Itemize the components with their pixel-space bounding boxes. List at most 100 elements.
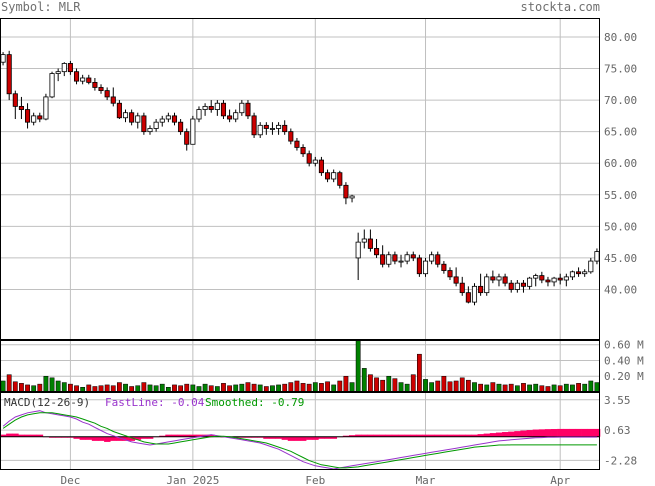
candle-body	[410, 254, 416, 259]
volume-bar	[404, 383, 410, 393]
price-y-tick-label: 40.00	[604, 283, 637, 296]
volume-panel: 0.60 M 0.40 M 0.20 M	[0, 339, 644, 393]
x-tick-label: Feb	[305, 474, 325, 486]
macd-hist-bar	[483, 433, 491, 437]
candle-body	[441, 263, 447, 271]
macd-hist-bar	[355, 434, 362, 437]
candle-body	[178, 121, 184, 133]
volume-bar	[496, 383, 502, 393]
macd-hist-bar	[508, 431, 515, 437]
volume-bar	[416, 353, 422, 393]
candle-body	[276, 124, 282, 129]
macd-hist-bar	[361, 434, 368, 437]
volume-bar	[37, 383, 43, 393]
volume-bar	[337, 380, 343, 393]
candle-body	[190, 118, 196, 145]
macd-hist-bar	[373, 434, 380, 437]
brand-label[interactable]: stockta.com	[520, 0, 600, 14]
macd-hist-bar	[538, 429, 546, 437]
volume-bar	[502, 384, 508, 393]
macd-hist-bar	[593, 428, 601, 437]
volume-bar	[49, 377, 55, 393]
candle-body	[514, 282, 520, 290]
macd-hist-bar	[563, 428, 570, 437]
macd-hist-bar	[391, 434, 399, 437]
volume-bar	[294, 380, 300, 393]
volume-bar	[276, 384, 281, 393]
candle-body	[116, 102, 122, 119]
volume-bar	[288, 382, 294, 393]
candle-body	[165, 115, 171, 120]
volume-bar	[19, 383, 24, 393]
candle-body	[337, 172, 343, 186]
volume-y-tick-label: 0.40 M	[604, 354, 644, 367]
price-y-tick-label: 60.00	[604, 157, 637, 170]
candle-body	[43, 96, 49, 120]
candle-body	[80, 77, 86, 82]
macd-hist-bar	[348, 435, 356, 437]
volume-bar	[0, 380, 6, 393]
macd-hist-bar	[134, 436, 142, 440]
candle-body	[490, 276, 496, 281]
candle-body	[392, 254, 398, 262]
volume-bar	[282, 383, 288, 393]
candle-body	[37, 115, 43, 120]
volume-bar	[423, 379, 428, 393]
price-y-tick-label: 75.00	[604, 63, 637, 76]
candle-body	[122, 112, 129, 119]
macd-hist-bar	[502, 432, 509, 437]
candle-body	[386, 254, 392, 265]
candle-body	[582, 271, 588, 275]
macd-hist-bar	[422, 434, 429, 437]
volume-bar	[184, 383, 190, 393]
macd-hist-bar	[459, 434, 466, 437]
candle-body	[367, 238, 373, 249]
macd-smoothed-line	[2, 412, 597, 469]
candle-body	[539, 275, 545, 281]
macd-legend-title: MACD(12-26-9)	[4, 396, 90, 409]
macd-hist-bar	[306, 436, 313, 440]
candle-body	[208, 105, 214, 110]
candle-body	[373, 248, 380, 256]
macd-hist-bar	[140, 436, 148, 439]
macd-hist-bar	[532, 429, 540, 437]
candle-body	[312, 159, 318, 164]
candle-body	[227, 115, 233, 120]
symbol-label: Symbol: MLR	[1, 0, 81, 14]
macd-hist-bar	[300, 436, 307, 441]
volume-bar	[478, 383, 484, 393]
candle-body	[318, 159, 324, 174]
candle-body	[0, 54, 6, 63]
volume-bar	[435, 380, 441, 393]
candle-body	[257, 124, 263, 136]
candle-body	[269, 128, 275, 130]
candle-body	[300, 147, 306, 155]
candle-body	[220, 102, 227, 117]
volume-bar	[159, 383, 165, 393]
volume-bar	[368, 374, 373, 393]
candle-body	[141, 115, 147, 133]
volume-bar	[374, 377, 379, 393]
volume-bar	[441, 375, 447, 393]
price-background	[0, 18, 600, 340]
volume-bar	[588, 380, 594, 393]
macd-hist-bar	[97, 436, 105, 441]
macd-hist-bar	[526, 430, 533, 437]
macd-legend-fast: FastLine: -0.04	[105, 396, 205, 409]
candle-body	[153, 121, 159, 129]
volume-bar	[355, 340, 361, 393]
candle-body	[294, 140, 300, 148]
volume-bar	[55, 380, 61, 393]
macd-hist-bar	[30, 434, 38, 437]
candle-body	[465, 292, 471, 303]
volume-bar	[429, 382, 435, 393]
macd-hist-bar	[251, 436, 258, 438]
macd-y-tick-label: -2.28	[604, 454, 637, 467]
volume-bar	[570, 384, 575, 393]
macd-hist-bar	[342, 435, 350, 437]
volume-bar	[392, 378, 398, 393]
candle-body	[545, 279, 551, 283]
volume-bar	[306, 383, 312, 393]
